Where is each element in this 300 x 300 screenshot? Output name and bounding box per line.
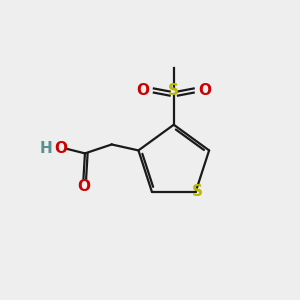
Text: H: H	[40, 141, 53, 156]
Text: O: O	[78, 178, 91, 194]
Text: O: O	[136, 83, 149, 98]
Text: S: S	[168, 83, 179, 98]
Text: O: O	[199, 83, 212, 98]
Text: S: S	[192, 184, 203, 200]
Text: O: O	[55, 141, 68, 156]
